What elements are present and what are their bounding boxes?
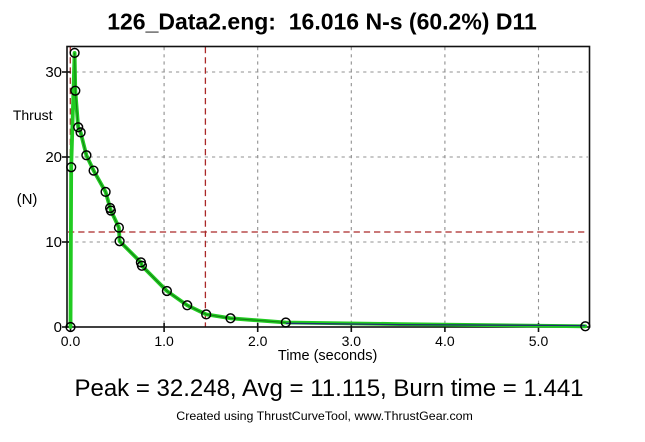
svg-text:0: 0 bbox=[54, 319, 62, 336]
svg-text:126_Data2.eng: 16.016 N-s (60: 126_Data2.eng: 16.016 N-s (60.2%) D11 bbox=[107, 9, 537, 35]
svg-text:2.0: 2.0 bbox=[248, 333, 268, 349]
svg-text:10: 10 bbox=[45, 234, 62, 251]
svg-text:Time (seconds): Time (seconds) bbox=[278, 348, 377, 364]
svg-text:20: 20 bbox=[45, 149, 62, 166]
svg-text:4.0: 4.0 bbox=[435, 333, 455, 349]
svg-text:Created using ThrustCurveTool,: Created using ThrustCurveTool, www.Thrus… bbox=[176, 409, 473, 423]
svg-text:Peak = 32.248, Avg = 11.115, B: Peak = 32.248, Avg = 11.115, Burn time =… bbox=[74, 375, 583, 402]
svg-text:0.0: 0.0 bbox=[61, 333, 81, 349]
svg-text:(N): (N) bbox=[17, 191, 38, 208]
svg-text:30: 30 bbox=[45, 64, 62, 81]
svg-text:1.0: 1.0 bbox=[154, 333, 174, 349]
svg-text:5.0: 5.0 bbox=[529, 333, 549, 349]
svg-text:Thrust: Thrust bbox=[13, 107, 53, 123]
svg-text:3.0: 3.0 bbox=[342, 333, 362, 349]
